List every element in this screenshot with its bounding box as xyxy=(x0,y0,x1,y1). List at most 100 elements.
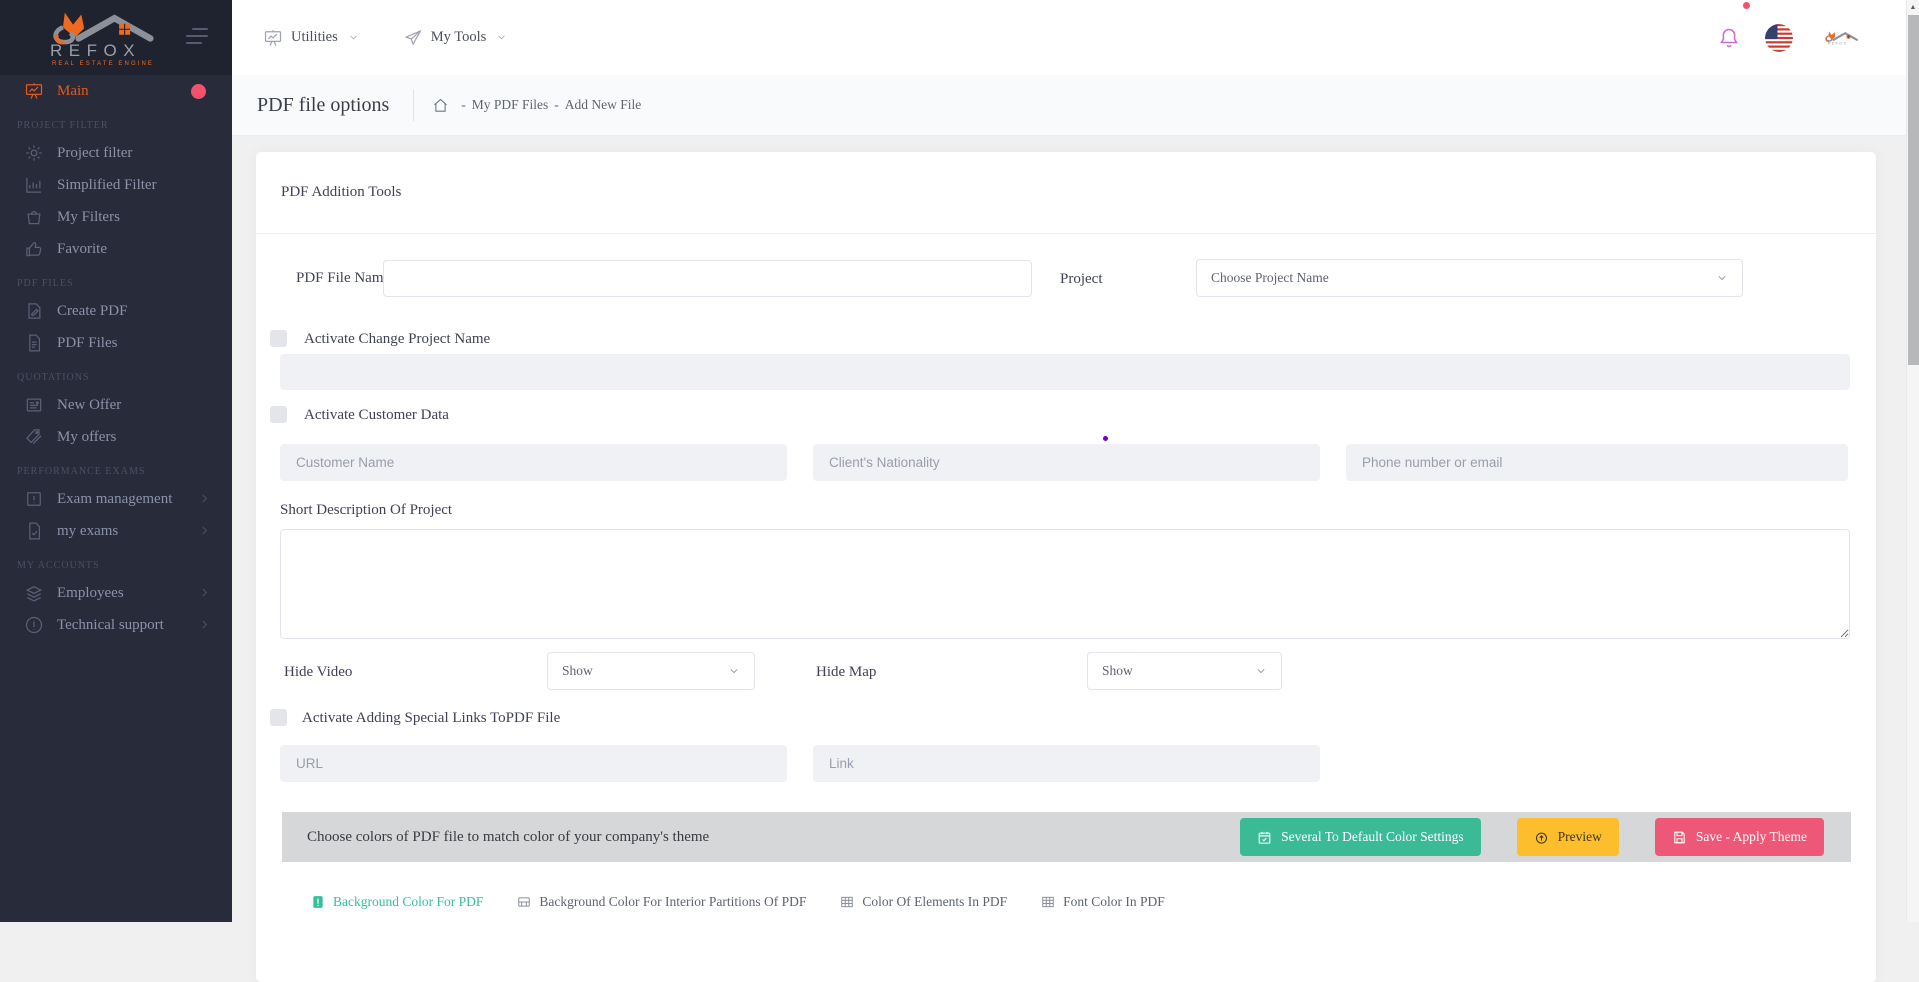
breadcrumb-my-pdf-files[interactable]: My PDF Files xyxy=(471,97,549,112)
sidebar-toggle-icon[interactable] xyxy=(186,28,208,49)
sidebar-item-label: Exam management xyxy=(57,490,173,507)
chevron-down-icon xyxy=(1718,276,1726,280)
sidebar-item-my-filters[interactable]: My Filters xyxy=(0,201,232,233)
card-divider xyxy=(256,233,1876,234)
chevron-down-icon xyxy=(730,669,738,673)
hide-map-select[interactable]: Show xyxy=(1087,652,1282,690)
activate-change-project-name-label: Activate Change Project Name xyxy=(304,331,491,347)
sidebar-item-employees[interactable]: Employees xyxy=(0,577,232,609)
user-avatar[interactable]: REFOX xyxy=(1817,22,1859,54)
sidebar-item-simplified-filter[interactable]: Simplified Filter xyxy=(0,169,232,201)
sidebar-item-label: Simplified Filter xyxy=(57,176,157,193)
sidebar-item-my-exams[interactable]: my exams xyxy=(0,515,232,547)
hide-map-value: Show xyxy=(1102,663,1133,678)
home-icon[interactable] xyxy=(432,97,449,114)
notification-badge xyxy=(191,84,206,99)
url-input[interactable] xyxy=(280,745,787,782)
header-right-cluster: REFOX xyxy=(1717,22,1859,54)
sidebar-item-project-filter[interactable]: Project filter xyxy=(0,137,232,169)
hide-video-select[interactable]: Show xyxy=(547,652,755,690)
sidebar-section-quotations: QUOTATIONS xyxy=(17,372,90,383)
scrollbar-up-button[interactable]: ▲ xyxy=(1909,4,1917,11)
chevron-right-icon xyxy=(202,620,207,629)
customer-name-input[interactable] xyxy=(280,444,787,481)
card-title: PDF Addition Tools xyxy=(281,184,402,200)
sidebar-item-technical-support[interactable]: Technical support xyxy=(0,609,232,641)
sidebar-item-label: PDF Files xyxy=(57,334,118,351)
tab-interior-partitions-color[interactable]: Background Color For Interior Partitions… xyxy=(517,894,806,910)
breadcrumb-add-new-file[interactable]: Add New File xyxy=(564,97,642,112)
document-icon xyxy=(29,334,41,352)
link-input[interactable] xyxy=(813,745,1320,782)
tab-font-color[interactable]: Font Color In PDF xyxy=(1041,894,1165,910)
sidebar-section-my-accounts: MY ACCOUNTS xyxy=(17,560,100,571)
sidebar-item-label: My Filters xyxy=(57,208,120,225)
edit-document-icon xyxy=(28,303,41,319)
presentation-chart-icon xyxy=(25,82,43,100)
presentation-chart-icon xyxy=(264,28,282,46)
activate-customer-data-checkbox[interactable] xyxy=(270,406,287,423)
tab-label: Font Color In PDF xyxy=(1063,894,1165,909)
sidebar-item-pdf-files[interactable]: PDF Files xyxy=(0,327,232,359)
scrollbar-thumb[interactable] xyxy=(1908,15,1919,365)
activate-change-project-name-checkbox[interactable] xyxy=(270,330,287,347)
hide-map-label: Hide Map xyxy=(816,664,877,680)
sidebar-section-project-filter: PROJECT FILTER xyxy=(17,120,109,131)
refox-logo: REFOX REAL ESTATE ENGINE xyxy=(50,8,174,67)
change-project-name-input[interactable] xyxy=(280,354,1850,390)
sidebar-item-my-offers[interactable]: My offers xyxy=(0,421,232,453)
tab-elements-color[interactable]: Color Of Elements In PDF xyxy=(840,894,1007,910)
theme-color-bar: Choose colors of PDF file to match color… xyxy=(282,812,1851,862)
chevron-down-icon xyxy=(1257,669,1265,673)
sidebar-item-main[interactable]: Main xyxy=(0,75,232,107)
gear-icon xyxy=(25,144,43,162)
notification-dot xyxy=(1743,2,1750,9)
document-check-icon xyxy=(29,522,41,540)
client-nationality-input[interactable] xyxy=(813,444,1320,481)
language-flag-us[interactable] xyxy=(1765,23,1793,52)
logo-subtitle: REAL ESTATE ENGINE xyxy=(52,61,154,67)
bag-icon xyxy=(27,210,41,225)
tab-background-color[interactable]: Background Color For PDF xyxy=(311,894,483,910)
page-title: PDF file options xyxy=(257,93,390,116)
sidebar-nav: Main PROJECT FILTER Project filter Simpl… xyxy=(0,75,232,641)
sidebar-section-performance-exams: PERFORMANCE EXAMS xyxy=(17,466,146,477)
grid-table-icon xyxy=(841,896,854,908)
sidebar-item-exam-management[interactable]: Exam management xyxy=(0,483,232,515)
menu-utilities[interactable]: Utilities xyxy=(263,28,359,48)
partition-layout-icon xyxy=(518,897,531,907)
sidebar-section-pdf-files: PDF FILES xyxy=(17,278,74,289)
chevron-right-icon xyxy=(202,526,207,535)
breadcrumb-separator: - xyxy=(461,97,466,112)
exam-alert-icon xyxy=(27,492,41,506)
sidebar-item-label: my exams xyxy=(57,522,119,539)
pdf-file-name-input[interactable] xyxy=(383,260,1032,297)
preview-button[interactable]: Preview xyxy=(1516,818,1619,856)
top-header: Utilities My Tools xyxy=(232,0,1906,75)
phone-or-email-input[interactable] xyxy=(1346,444,1848,481)
save-file-icon xyxy=(1674,831,1685,843)
vertical-scrollbar[interactable]: ▲ xyxy=(1906,0,1919,922)
chevron-right-icon xyxy=(202,588,207,597)
save-apply-theme-button[interactable]: Save - Apply Theme xyxy=(1654,818,1824,856)
upload-circle-icon xyxy=(1535,832,1547,844)
sidebar-item-label: My offers xyxy=(57,428,117,445)
preview-label: Preview xyxy=(1557,829,1602,844)
breadcrumb-separator: - xyxy=(554,97,559,112)
menu-my-tools-label: My Tools xyxy=(430,29,487,45)
sidebar-item-label: Create PDF xyxy=(57,302,128,319)
offer-card-icon xyxy=(26,398,42,412)
bar-chart-icon xyxy=(26,177,42,193)
sidebar-item-favorite[interactable]: Favorite xyxy=(0,233,232,265)
short-description-textarea[interactable] xyxy=(280,529,1850,639)
hide-video-value: Show xyxy=(562,663,593,678)
menu-my-tools[interactable]: My Tools xyxy=(403,28,508,48)
default-color-settings-button[interactable]: Several To Default Color Settings xyxy=(1240,818,1481,856)
paper-plane-icon xyxy=(405,29,421,45)
project-select[interactable]: Choose Project Name xyxy=(1196,259,1743,297)
project-select-value: Choose Project Name xyxy=(1211,270,1329,285)
activate-special-links-checkbox[interactable] xyxy=(270,709,287,726)
notifications-bell-icon[interactable] xyxy=(1717,25,1741,51)
sidebar-item-create-pdf[interactable]: Create PDF xyxy=(0,295,232,327)
sidebar-item-new-offer[interactable]: New Offer xyxy=(0,389,232,421)
